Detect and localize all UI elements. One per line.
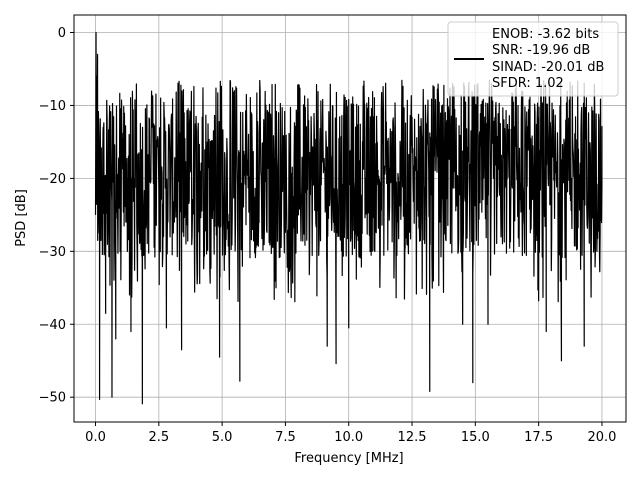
psd-spectrum-line (94, 31, 603, 405)
x-tick-label: 10.0 (334, 430, 363, 445)
legend-entry-line-2: SNR: -19.96 dB (492, 43, 590, 58)
x-tick-label: 20.0 (587, 430, 616, 445)
legend-entry-line-1: ENOB: -3.62 bits (492, 27, 599, 42)
y-tick-label: −30 (39, 245, 66, 260)
x-tick-label: 5.0 (212, 430, 233, 445)
x-tick-label: 0.0 (85, 430, 106, 445)
y-axis-ticks: 0 −10 −20 −30 −40 −50 (39, 26, 74, 406)
y-tick-label: −50 (39, 391, 66, 406)
x-tick-label: 2.5 (148, 430, 169, 445)
x-tick-label: 15.0 (461, 430, 490, 445)
y-tick-label: 0 (58, 26, 66, 41)
legend: ENOB: -3.62 bits SNR: -19.96 dB SINAD: -… (447, 21, 619, 97)
y-tick-label: −10 (39, 99, 66, 114)
x-tick-label: 7.5 (275, 430, 296, 445)
y-tick-label: −40 (39, 318, 66, 333)
legend-entry-line-3: SINAD: -20.01 dB (492, 60, 604, 75)
y-axis-label: PSD [dB] (14, 189, 29, 247)
legend-box (447, 21, 619, 97)
legend-entry-line-4: SFDR: 1.02 (492, 76, 564, 91)
x-tick-label: 17.5 (524, 430, 553, 445)
x-tick-label: 12.5 (398, 430, 427, 445)
x-axis-ticks: 0.0 2.5 5.0 7.5 10.0 12.5 15.0 17.5 20.0 (85, 422, 616, 445)
plot-area (94, 31, 603, 405)
x-axis-label: Frequency [MHz] (294, 451, 403, 466)
y-tick-label: −20 (39, 172, 66, 187)
axes-frame (73, 14, 627, 423)
